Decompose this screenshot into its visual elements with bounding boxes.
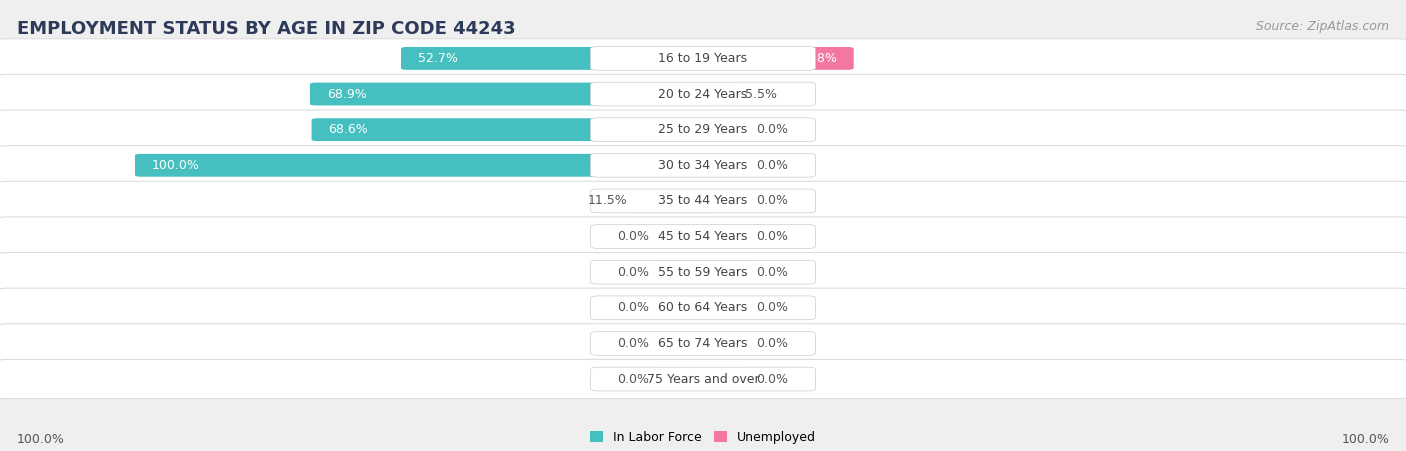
FancyBboxPatch shape	[591, 118, 815, 142]
Text: 0.0%: 0.0%	[756, 266, 789, 279]
FancyBboxPatch shape	[0, 288, 1406, 327]
FancyBboxPatch shape	[697, 332, 751, 355]
Text: 20 to 24 Years: 20 to 24 Years	[658, 87, 748, 101]
Text: 0.0%: 0.0%	[756, 337, 789, 350]
FancyBboxPatch shape	[591, 260, 815, 284]
FancyBboxPatch shape	[697, 189, 751, 212]
Text: 35 to 44 Years: 35 to 44 Years	[658, 194, 748, 207]
FancyBboxPatch shape	[312, 118, 709, 141]
Text: 25.8%: 25.8%	[797, 52, 837, 65]
FancyBboxPatch shape	[697, 83, 740, 106]
FancyBboxPatch shape	[633, 189, 709, 212]
FancyBboxPatch shape	[655, 261, 709, 284]
FancyBboxPatch shape	[0, 110, 1406, 149]
Text: 45 to 54 Years: 45 to 54 Years	[658, 230, 748, 243]
FancyBboxPatch shape	[655, 368, 709, 391]
Text: 100.0%: 100.0%	[17, 433, 65, 446]
Text: 60 to 64 Years: 60 to 64 Years	[658, 301, 748, 314]
FancyBboxPatch shape	[0, 146, 1406, 185]
FancyBboxPatch shape	[0, 359, 1406, 399]
FancyBboxPatch shape	[697, 118, 751, 141]
FancyBboxPatch shape	[0, 39, 1406, 78]
FancyBboxPatch shape	[591, 225, 815, 249]
Text: 100.0%: 100.0%	[152, 159, 200, 172]
Text: 0.0%: 0.0%	[756, 230, 789, 243]
Text: 0.0%: 0.0%	[617, 301, 650, 314]
FancyBboxPatch shape	[591, 46, 815, 70]
FancyBboxPatch shape	[591, 367, 815, 391]
FancyBboxPatch shape	[697, 368, 751, 391]
FancyBboxPatch shape	[0, 181, 1406, 221]
Text: EMPLOYMENT STATUS BY AGE IN ZIP CODE 44243: EMPLOYMENT STATUS BY AGE IN ZIP CODE 442…	[17, 20, 516, 38]
Text: 55 to 59 Years: 55 to 59 Years	[658, 266, 748, 279]
FancyBboxPatch shape	[697, 154, 751, 177]
Text: 5.5%: 5.5%	[745, 87, 778, 101]
Text: 30 to 34 Years: 30 to 34 Years	[658, 159, 748, 172]
Text: 0.0%: 0.0%	[756, 373, 789, 386]
Text: 0.0%: 0.0%	[756, 123, 789, 136]
FancyBboxPatch shape	[0, 217, 1406, 256]
Text: 75 Years and over: 75 Years and over	[647, 373, 759, 386]
FancyBboxPatch shape	[309, 83, 709, 106]
Text: 0.0%: 0.0%	[617, 337, 650, 350]
Text: Source: ZipAtlas.com: Source: ZipAtlas.com	[1256, 20, 1389, 33]
Text: 0.0%: 0.0%	[617, 266, 650, 279]
FancyBboxPatch shape	[135, 154, 709, 177]
Text: 100.0%: 100.0%	[1341, 433, 1389, 446]
FancyBboxPatch shape	[697, 47, 853, 70]
Text: 25 to 29 Years: 25 to 29 Years	[658, 123, 748, 136]
FancyBboxPatch shape	[0, 253, 1406, 292]
Text: 16 to 19 Years: 16 to 19 Years	[658, 52, 748, 65]
Text: 68.9%: 68.9%	[326, 87, 367, 101]
FancyBboxPatch shape	[591, 331, 815, 355]
FancyBboxPatch shape	[655, 296, 709, 319]
FancyBboxPatch shape	[0, 74, 1406, 114]
FancyBboxPatch shape	[591, 189, 815, 213]
FancyBboxPatch shape	[697, 296, 751, 319]
FancyBboxPatch shape	[655, 332, 709, 355]
FancyBboxPatch shape	[591, 296, 815, 320]
Text: 11.5%: 11.5%	[588, 194, 627, 207]
Text: 0.0%: 0.0%	[617, 230, 650, 243]
Text: 0.0%: 0.0%	[756, 194, 789, 207]
FancyBboxPatch shape	[655, 225, 709, 248]
Text: 68.6%: 68.6%	[329, 123, 368, 136]
FancyBboxPatch shape	[591, 82, 815, 106]
FancyBboxPatch shape	[697, 225, 751, 248]
Text: 0.0%: 0.0%	[617, 373, 650, 386]
Legend: In Labor Force, Unemployed: In Labor Force, Unemployed	[585, 426, 821, 449]
Text: 65 to 74 Years: 65 to 74 Years	[658, 337, 748, 350]
FancyBboxPatch shape	[697, 261, 751, 284]
FancyBboxPatch shape	[401, 47, 709, 70]
Text: 52.7%: 52.7%	[418, 52, 458, 65]
Text: 0.0%: 0.0%	[756, 301, 789, 314]
FancyBboxPatch shape	[591, 153, 815, 177]
Text: 0.0%: 0.0%	[756, 159, 789, 172]
FancyBboxPatch shape	[0, 324, 1406, 363]
